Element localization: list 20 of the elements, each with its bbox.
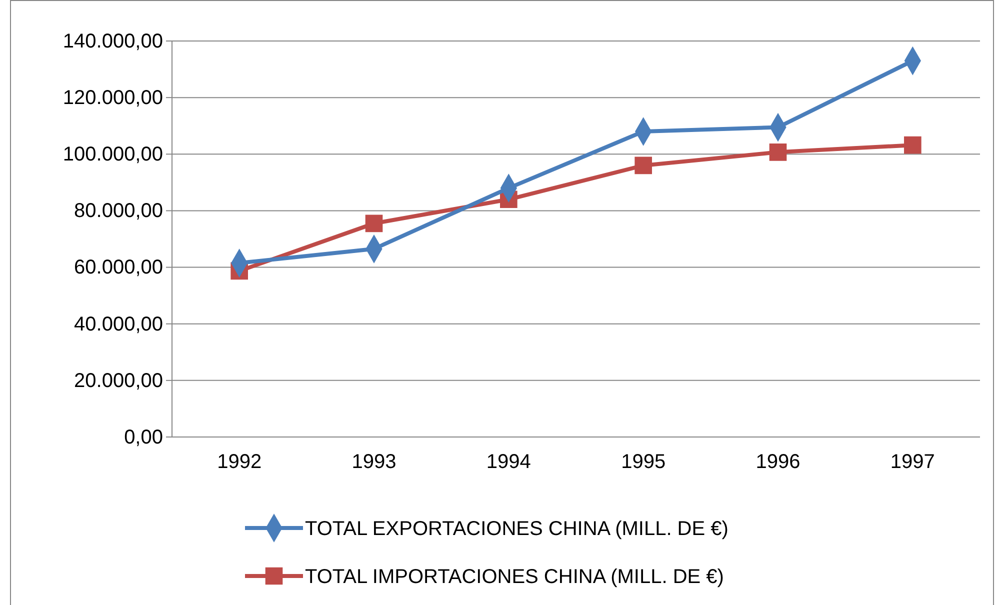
point bbox=[365, 214, 383, 232]
y-tick-label: 140.000,00 bbox=[62, 30, 163, 52]
point bbox=[769, 144, 787, 161]
point bbox=[634, 156, 652, 174]
x-tick-label: 1995 bbox=[621, 451, 666, 473]
y-tick-label: 80.000,00 bbox=[74, 200, 163, 222]
y-tick-label: 40.000,00 bbox=[74, 313, 163, 336]
legend-label: TOTAL EXPORTACIONES CHINA (MILL. DE €) bbox=[305, 518, 728, 540]
x-tick-label: 1997 bbox=[890, 451, 935, 473]
legend-label: TOTAL IMPORTACIONES CHINA (MILL. DE €) bbox=[305, 566, 724, 588]
y-tick-label: 20.000,00 bbox=[74, 370, 163, 392]
y-tick-label: 0,00 bbox=[124, 426, 163, 448]
y-tick-label: 60.000,00 bbox=[74, 256, 163, 279]
y-tick-label: 120.000,00 bbox=[62, 86, 163, 109]
y-tick-label: 100.000,00 bbox=[62, 144, 163, 166]
x-tick-label: 1993 bbox=[352, 451, 396, 473]
x-tick-label: 1996 bbox=[756, 451, 800, 473]
x-tick-label: 1994 bbox=[486, 451, 531, 473]
point bbox=[904, 136, 922, 154]
x-tick-label: 1992 bbox=[217, 451, 262, 473]
